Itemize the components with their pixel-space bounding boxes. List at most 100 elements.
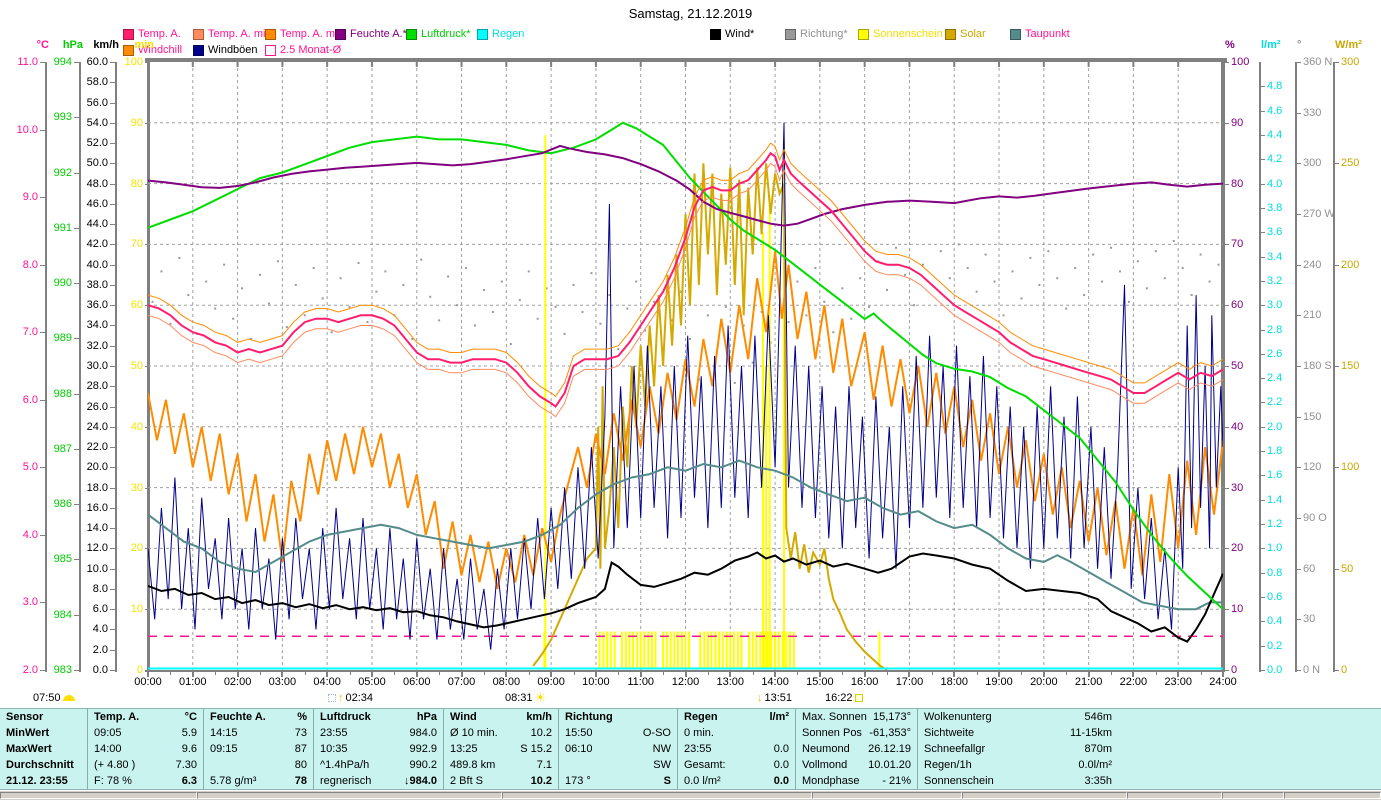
axis-tick-label: 100 [1231, 56, 1250, 68]
axis-tick [1296, 315, 1301, 317]
axis-tick [74, 283, 79, 285]
axis-tick [1296, 163, 1301, 165]
table-cell-label: 23:55 [320, 727, 348, 739]
table-row: Mondphase - 21% [796, 773, 917, 789]
legend-swatch-temp-min [193, 28, 204, 40]
table-column: Wind km/h Ø 10 min. 10.2 13:25 S 15.2 489.8 km… [443, 709, 558, 789]
table-cell-label: Ø 10 min. [450, 727, 498, 739]
table-cell-value: 0.0 [773, 775, 789, 787]
axis-tick [145, 305, 150, 307]
axis-tick-label: 150 [1303, 410, 1322, 423]
wind-direction-dot [617, 348, 620, 351]
axis-tick-label: 56.0 [86, 96, 108, 109]
series-feuchte [148, 144, 1223, 227]
wind-direction-dot [563, 332, 566, 335]
table-cell-value: °C [184, 711, 197, 723]
table-column: Wolkenunterg 546m Sichtweite 11-15km Schneef… [917, 709, 1381, 789]
table-cell-value: 7.30 [175, 759, 197, 771]
wind-direction-dot [411, 337, 414, 340]
axis-tick-label: 10 [130, 603, 143, 616]
time-minor-tick [976, 672, 978, 675]
axis-tick-label: 70 [130, 238, 143, 251]
axis-tick-label: 989 [53, 332, 72, 345]
table-cell-label: Max. Sonnen [802, 711, 867, 723]
time-tick-label: 23:00 [1164, 676, 1192, 688]
wind-direction-dot [402, 283, 405, 286]
table-cell-value: 992.9 [409, 743, 437, 755]
axis-tick [1296, 619, 1301, 621]
legend-label: Temp. A. [138, 28, 181, 40]
axis-tick [1260, 134, 1265, 136]
axis-tick-label: 100 [124, 56, 143, 68]
wind-direction-dot [1011, 270, 1014, 273]
sunset-square-icon [854, 694, 863, 702]
axis-tick-label: 50 [1231, 360, 1244, 372]
wind-direction-dot [1181, 267, 1184, 270]
axis-tick [110, 366, 115, 367]
axis-tick [110, 406, 115, 408]
axis-tick [110, 163, 115, 165]
time-tick-label: 10:00 [582, 676, 610, 688]
legend-item-temp-min: Temp. A. min [193, 28, 272, 40]
axis-unit-kmh: km/h [93, 39, 119, 51]
axis-tick-label: 4.2 [1267, 153, 1283, 166]
axis-tick [110, 386, 115, 388]
table-cell-label: 06:10 [565, 743, 593, 755]
wind-direction-dot [500, 280, 503, 283]
axis-tick-label: 30 [1303, 613, 1316, 626]
axis-tick [110, 426, 115, 428]
time-minor-tick [1066, 672, 1068, 675]
table-row: Richtung [559, 709, 677, 725]
axis-tick [1260, 426, 1265, 428]
axis-tick [1260, 670, 1265, 671]
time-tick-label: 20:00 [1030, 676, 1058, 688]
axis-tick [1334, 62, 1339, 63]
wind-direction-dot [787, 321, 790, 324]
table-cell-value: 5.9 [181, 727, 197, 739]
time-tick-label: 21:00 [1074, 676, 1103, 688]
axis-tick-label: 52.0 [86, 137, 108, 150]
legend-swatch-sonnenschein [858, 28, 869, 40]
legend-label: Regen [492, 28, 525, 40]
axis-tick-label: 250 [1341, 157, 1360, 170]
wind-direction-dot [1208, 280, 1211, 283]
axis-tick-label: 983 [53, 664, 72, 676]
series-temp-max [148, 142, 1223, 398]
axis-tick-label: 10 [1231, 603, 1244, 616]
table-row: 23:55 984.0 [314, 725, 443, 741]
table-cell-label: regnerisch [320, 775, 372, 787]
axis-tick-label: 985 [53, 553, 72, 566]
legend-label: Wind* [725, 28, 755, 40]
wind-direction-dot [321, 297, 324, 300]
series-windboeen [148, 122, 1223, 650]
time-tick [415, 672, 418, 677]
plot-x-axis-line [145, 670, 1225, 672]
table-row: Gesamt: 0.0 [678, 757, 795, 773]
axis-tick [145, 183, 150, 185]
axis-tick-label: 2.4 [1267, 372, 1283, 385]
time-minor-tick [259, 672, 261, 675]
axis-tick-label: 100 [1341, 461, 1360, 474]
axis-tick [145, 609, 150, 611]
table-column: Max. Sonnen 15,173° Sonnen Pos -61,353° Neum… [795, 709, 917, 789]
axis-tick [1296, 568, 1301, 570]
axis-tick-label: 992 [53, 166, 72, 179]
table-cell-value: 870m [1084, 743, 1112, 755]
axis-unit-w: W/m² [1335, 39, 1362, 51]
axis-tick-label: 30 [130, 481, 143, 494]
series-solar [532, 163, 888, 670]
axis-tick [1260, 280, 1265, 282]
wind-direction-dot [482, 289, 485, 291]
table-row: (+ 4.80 ) 7.30 [88, 757, 203, 773]
axis-tick-label: 38.0 [86, 278, 108, 291]
table-cell-value: NW [652, 743, 671, 755]
table-row: ^1.4hPa/h 990.2 [314, 757, 443, 773]
table-cell-label: Mondphase [802, 775, 860, 787]
axis-tick [1296, 670, 1301, 671]
wind-direction-dot [635, 280, 638, 283]
table-cell-label: Neumond [802, 743, 850, 755]
axis-tick [110, 284, 115, 286]
moonset-time-label: 13:51 [764, 692, 793, 704]
axis-tick [1224, 305, 1229, 307]
axis-tick-label: 987 [53, 442, 72, 455]
